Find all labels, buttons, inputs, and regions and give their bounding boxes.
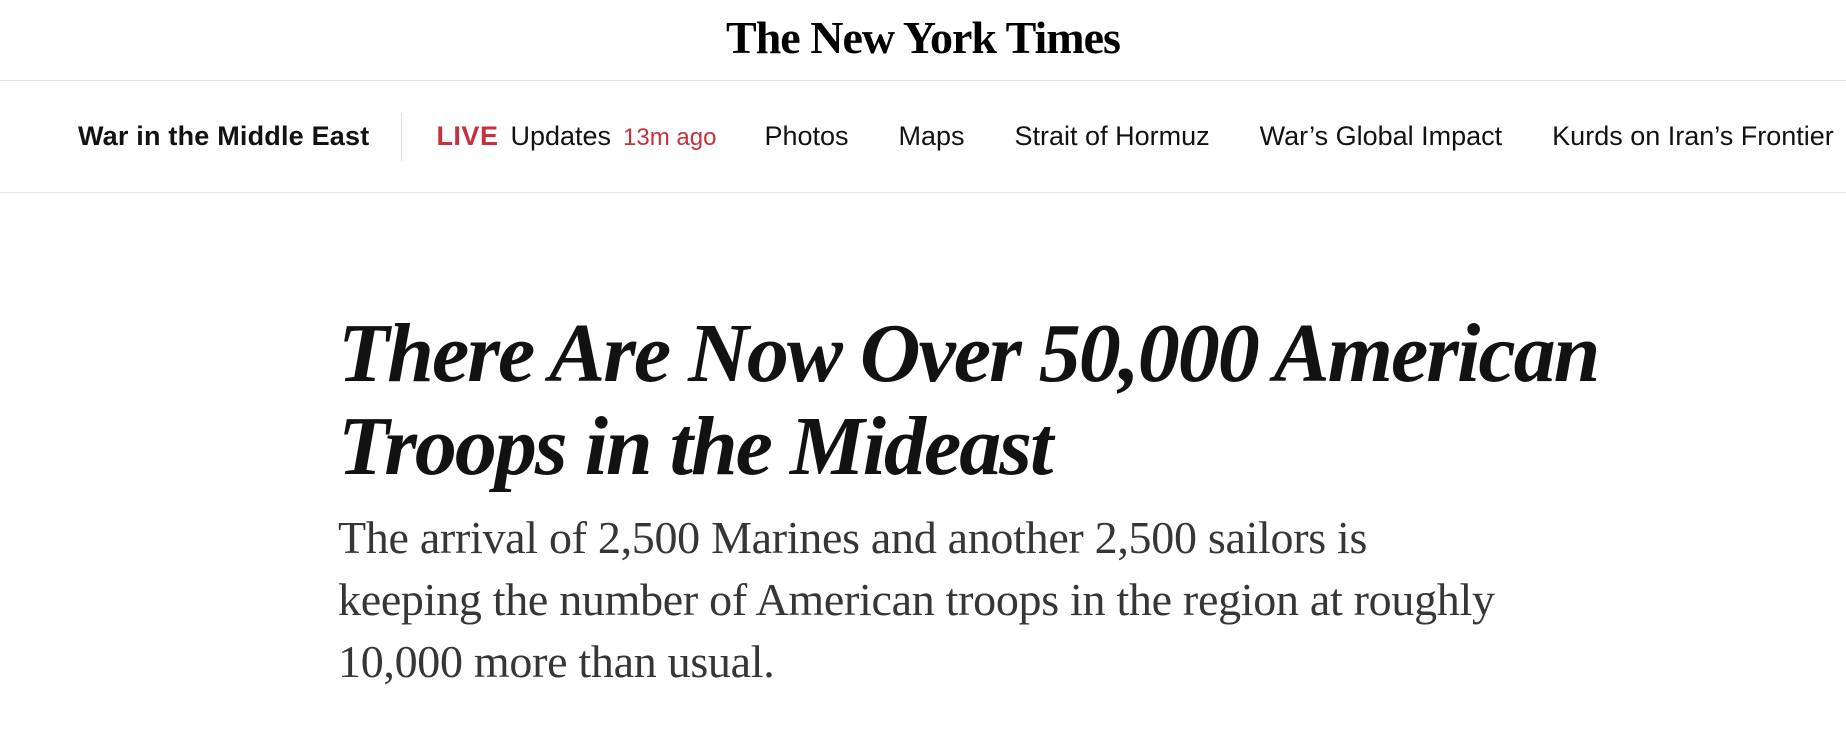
headline-line-2: Troops in the Mideast: [338, 400, 1053, 493]
nav-link-wars-global-impact[interactable]: War’s Global Impact: [1259, 121, 1503, 151]
live-updates-label: Updates: [510, 121, 612, 151]
live-badge: LIVE: [436, 121, 499, 151]
nav-link-photos[interactable]: Photos: [764, 121, 849, 151]
masthead: The New York Times: [0, 0, 1846, 81]
nav-vertical-divider: [401, 112, 403, 161]
nav-link-maps[interactable]: Maps: [898, 121, 965, 151]
nav-link-kurds-on-irans-frontier[interactable]: Kurds on Iran’s Frontier: [1552, 121, 1834, 151]
article-head: There Are Now Over 50,000 American Troop…: [0, 307, 1846, 693]
nav-live-updates-link[interactable]: LIVE Updates 13m ago: [436, 121, 716, 152]
nav-link-strait-of-hormuz[interactable]: Strait of Hormuz: [1014, 121, 1210, 151]
summary-line-2: keeping the number of American troops in…: [338, 574, 1495, 625]
headline-line-1: There Are Now Over 50,000 American: [338, 307, 1600, 400]
nav-section-label[interactable]: War in the Middle East: [78, 121, 370, 151]
live-timestamp: 13m ago: [623, 124, 717, 151]
nyt-logo[interactable]: The New York Times: [726, 11, 1121, 63]
article-headline: There Are Now Over 50,000 American Troop…: [338, 307, 1606, 493]
summary-line-1: The arrival of 2,500 Marines and another…: [338, 512, 1368, 563]
article-summary: The arrival of 2,500 Marines and another…: [338, 507, 1606, 693]
summary-line-3: 10,000 more than usual.: [338, 636, 775, 687]
topic-nav: War in the Middle East LIVE Updates 13m …: [0, 81, 1846, 193]
